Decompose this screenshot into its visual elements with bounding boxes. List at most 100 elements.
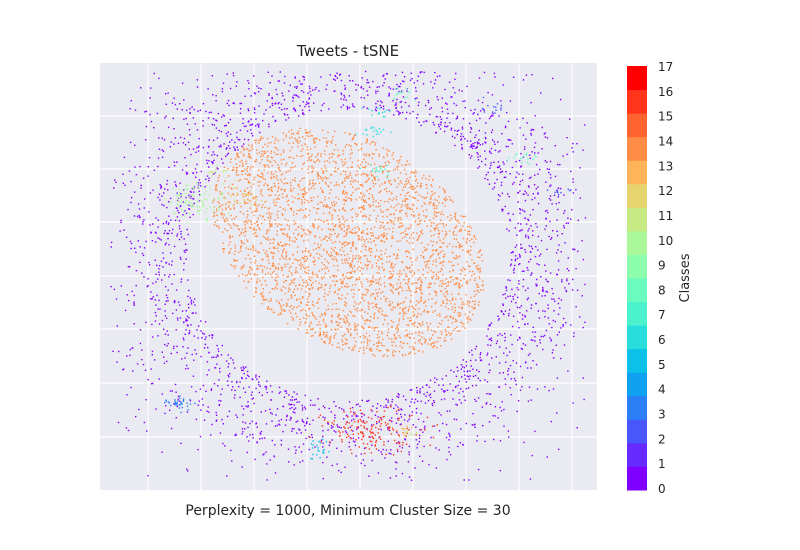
scatter-point-class-0 (500, 100, 502, 102)
scatter-point-class-14 (316, 227, 319, 230)
scatter-point-class-0 (525, 362, 527, 364)
scatter-point-class-0 (487, 178, 489, 181)
scatter-point-class-0 (305, 103, 307, 106)
scatter-point-class-0 (243, 125, 246, 128)
scatter-point-class-0 (531, 247, 534, 250)
scatter-point-class-14 (260, 192, 262, 195)
scatter-point-class-0 (416, 97, 418, 99)
scatter-point-class-14 (277, 216, 279, 219)
scatter-point-class-14 (273, 185, 276, 187)
scatter-point-class-0 (520, 153, 522, 155)
scatter-point-class-14 (266, 159, 269, 161)
scatter-point-class-14 (370, 248, 373, 250)
scatter-point-class-0 (232, 362, 235, 364)
scatter-point-class-14 (406, 208, 409, 210)
scatter-point-class-14 (401, 287, 403, 289)
scatter-point-class-0 (184, 357, 186, 359)
scatter-point-class-0 (188, 129, 191, 131)
scatter-point-class-0 (514, 258, 517, 260)
scatter-point-class-0 (534, 331, 537, 333)
scatter-point-class-0 (549, 199, 552, 201)
scatter-point-class-14 (230, 264, 232, 266)
scatter-point-class-0 (561, 281, 563, 283)
scatter-point-class-14 (261, 271, 264, 273)
scatter-point-class-14 (469, 225, 471, 228)
scatter-point-class-14 (378, 307, 380, 310)
scatter-point-class-0 (176, 351, 178, 354)
scatter-point-class-0 (453, 418, 456, 420)
scatter-point-class-0 (150, 87, 152, 89)
scatter-point-class-14 (282, 232, 284, 235)
scatter-point-class-0 (510, 139, 512, 141)
scatter-point-class-14 (326, 267, 329, 269)
scatter-point-class-0 (514, 380, 517, 382)
scatter-point-class-0 (558, 331, 560, 333)
scatter-point-class-14 (359, 164, 362, 166)
scatter-point-class-0 (287, 117, 290, 119)
scatter-point-class-0 (504, 378, 506, 380)
scatter-point-class-0 (497, 161, 500, 163)
scatter-point-class-14 (392, 231, 394, 233)
scatter-point-class-14 (378, 237, 380, 239)
scatter-point-class-14 (439, 337, 441, 339)
scatter-point-class-14 (400, 206, 403, 208)
scatter-point-class-14 (406, 183, 408, 185)
scatter-point-class-14 (459, 229, 461, 231)
scatter-point-class-0 (205, 110, 207, 113)
scatter-point-class-0 (188, 329, 191, 332)
scatter-point-class-14 (460, 279, 462, 282)
scatter-point-class-14 (358, 239, 360, 241)
scatter-point-class-0 (363, 106, 365, 108)
scatter-point-class-14 (356, 307, 359, 310)
scatter-point-class-0 (446, 389, 449, 391)
scatter-point-class-0 (197, 182, 200, 184)
scatter-point-class-14 (295, 259, 298, 261)
scatter-point-class-0 (274, 444, 276, 446)
scatter-point-class-0 (516, 410, 518, 413)
scatter-point-class-0 (455, 72, 457, 75)
scatter-point-class-14 (382, 355, 384, 357)
scatter-point-class-0 (461, 366, 464, 368)
scatter-point-class-14 (378, 235, 380, 237)
scatter-point-class-0 (518, 280, 520, 282)
scatter-point-class-14 (425, 264, 427, 266)
scatter-point-class-14 (258, 227, 260, 229)
scatter-point-class-14 (469, 265, 471, 268)
scatter-point-class-14 (423, 174, 425, 177)
scatter-point-class-14 (293, 306, 295, 308)
scatter-point-class-0 (165, 294, 168, 296)
scatter-point-class-0 (239, 396, 241, 399)
scatter-point-class-14 (370, 232, 372, 234)
scatter-point-class-0 (303, 421, 305, 423)
scatter-point-class-0 (164, 286, 167, 288)
scatter-point-class-14 (449, 276, 451, 278)
scatter-point-class-0 (199, 388, 202, 390)
scatter-point-class-14 (247, 198, 249, 201)
scatter-point-class-0 (543, 133, 545, 135)
scatter-point-class-0 (558, 448, 560, 451)
scatter-point-class-14 (401, 290, 404, 292)
scatter-point-class-0 (340, 106, 342, 108)
scatter-point-class-14 (297, 184, 299, 187)
scatter-point-class-14 (450, 316, 452, 318)
scatter-point-class-14 (222, 242, 224, 244)
scatter-point-class-0 (139, 165, 141, 168)
scatter-point-class-0 (354, 441, 356, 443)
scatter-point-class-0 (291, 403, 293, 406)
scatter-point-class-14 (364, 199, 366, 202)
scatter-point-class-14 (408, 252, 411, 254)
scatter-point-class-14 (432, 204, 434, 206)
scatter-point-class-14 (225, 207, 227, 209)
scatter-point-class-14 (253, 227, 255, 229)
scatter-point-class-0 (174, 301, 176, 304)
scatter-point-class-14 (245, 239, 248, 241)
scatter-point-class-0 (208, 166, 210, 168)
scatter-point-class-14 (390, 284, 392, 286)
scatter-point-class-0 (149, 97, 151, 99)
scatter-point-class-14 (318, 334, 320, 337)
scatter-point-class-14 (271, 212, 273, 215)
scatter-point-class-14 (362, 334, 365, 337)
scatter-point-class-0 (303, 76, 305, 78)
scatter-point-class-0 (368, 86, 371, 88)
scatter-point-class-0 (489, 338, 492, 340)
